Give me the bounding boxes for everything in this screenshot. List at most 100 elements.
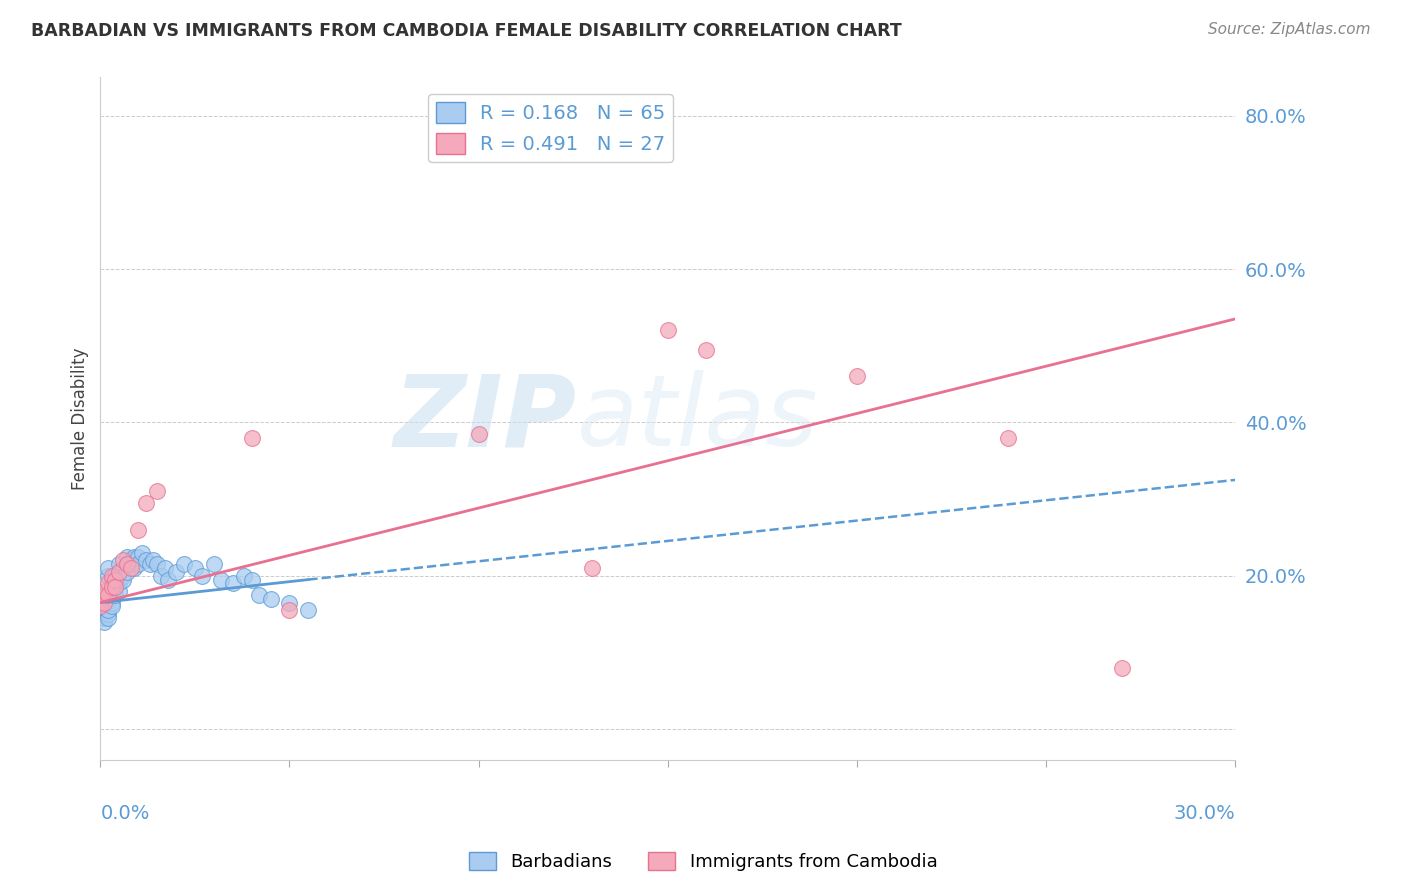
Point <box>93 596 115 610</box>
Point <box>115 558 138 572</box>
Point <box>97 568 120 582</box>
Point <box>93 603 115 617</box>
Point <box>278 603 301 617</box>
Point <box>97 561 120 575</box>
Point <box>247 588 270 602</box>
Point <box>97 603 120 617</box>
Point <box>845 369 868 384</box>
Point <box>112 553 135 567</box>
Point <box>93 596 115 610</box>
Text: 30.0%: 30.0% <box>1174 805 1234 823</box>
Point <box>657 323 679 337</box>
Point <box>100 580 122 594</box>
Point <box>97 588 120 602</box>
Point <box>89 591 111 606</box>
Point <box>297 603 319 617</box>
Point <box>93 599 115 614</box>
Point <box>112 568 135 582</box>
Point <box>104 573 127 587</box>
Point <box>581 561 603 575</box>
Point <box>127 523 149 537</box>
Point <box>997 431 1019 445</box>
Point <box>100 596 122 610</box>
Point <box>165 565 187 579</box>
Point <box>93 615 115 629</box>
Point <box>149 568 172 582</box>
Point <box>93 588 115 602</box>
Point <box>153 561 176 575</box>
Point <box>100 576 122 591</box>
Point <box>108 565 131 579</box>
Point <box>112 573 135 587</box>
Point <box>108 584 131 599</box>
Y-axis label: Female Disability: Female Disability <box>72 347 89 490</box>
Point <box>124 549 146 564</box>
Point <box>100 568 122 582</box>
Point <box>100 599 122 614</box>
Text: BARBADIAN VS IMMIGRANTS FROM CAMBODIA FEMALE DISABILITY CORRELATION CHART: BARBADIAN VS IMMIGRANTS FROM CAMBODIA FE… <box>31 22 901 40</box>
Point <box>240 573 263 587</box>
Point <box>104 580 127 594</box>
Point <box>97 588 120 602</box>
Point <box>108 558 131 572</box>
Point <box>93 588 115 602</box>
Point <box>1111 661 1133 675</box>
Point <box>120 558 142 572</box>
Point <box>89 599 111 614</box>
Point <box>108 565 131 579</box>
Text: atlas: atlas <box>576 370 818 467</box>
Point <box>97 611 120 625</box>
Point <box>115 558 138 572</box>
Text: ZIP: ZIP <box>394 370 576 467</box>
Text: Source: ZipAtlas.com: Source: ZipAtlas.com <box>1208 22 1371 37</box>
Point <box>97 584 120 599</box>
Point <box>120 553 142 567</box>
Point <box>93 603 115 617</box>
Point <box>138 558 160 572</box>
Point <box>115 549 138 564</box>
Point <box>97 576 120 591</box>
Point <box>104 568 127 582</box>
Point <box>127 549 149 564</box>
Point <box>259 591 281 606</box>
Point <box>100 573 122 587</box>
Point <box>112 561 135 575</box>
Point <box>104 588 127 602</box>
Point <box>209 573 232 587</box>
Point <box>93 607 115 621</box>
Point <box>93 611 115 625</box>
Legend: Barbadians, Immigrants from Cambodia: Barbadians, Immigrants from Cambodia <box>461 845 945 879</box>
Point <box>131 546 153 560</box>
Point <box>108 576 131 591</box>
Point <box>278 596 301 610</box>
Point <box>142 553 165 567</box>
Point <box>146 484 169 499</box>
Point <box>97 607 120 621</box>
Text: 0.0%: 0.0% <box>100 805 149 823</box>
Point <box>233 568 256 582</box>
Point <box>115 565 138 579</box>
Point <box>104 580 127 594</box>
Point <box>104 573 127 587</box>
Point <box>93 599 115 614</box>
Point <box>240 431 263 445</box>
Point <box>89 591 111 606</box>
Point <box>100 588 122 602</box>
Point <box>127 558 149 572</box>
Point <box>222 576 245 591</box>
Point <box>467 426 489 441</box>
Point <box>93 584 115 599</box>
Point <box>124 561 146 575</box>
Point <box>184 561 207 575</box>
Point <box>173 558 195 572</box>
Point <box>135 496 157 510</box>
Point <box>695 343 717 357</box>
Point <box>97 596 120 610</box>
Point <box>146 558 169 572</box>
Legend: R = 0.168   N = 65, R = 0.491   N = 27: R = 0.168 N = 65, R = 0.491 N = 27 <box>427 94 673 161</box>
Point <box>100 580 122 594</box>
Point <box>135 553 157 567</box>
Point <box>202 558 225 572</box>
Point <box>157 573 180 587</box>
Point <box>191 568 214 582</box>
